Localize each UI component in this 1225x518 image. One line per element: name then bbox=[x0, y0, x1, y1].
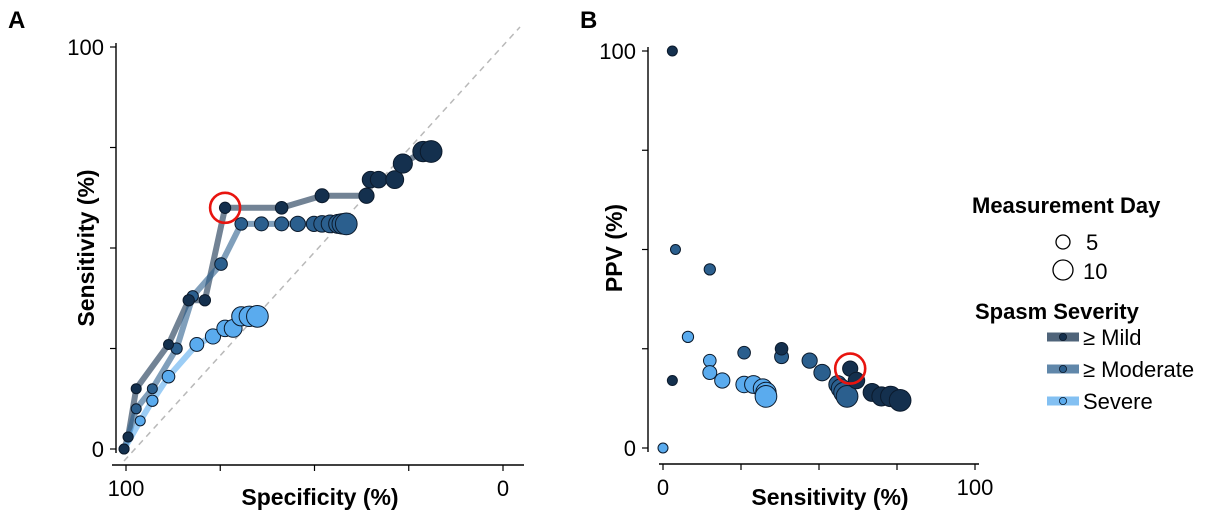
panel-a-point-severe bbox=[161, 369, 176, 384]
panel-b-point-at-least-mild bbox=[847, 371, 866, 390]
legend-color-dot-at-least-moderate bbox=[1059, 364, 1068, 373]
legend-size-title: Measurement Day bbox=[972, 193, 1161, 218]
panel-a-point-at-least-moderate bbox=[214, 257, 228, 271]
panel-b-x-axis-title: Sensitivity (%) bbox=[751, 484, 908, 510]
panel-a-point-at-least-mild bbox=[392, 153, 413, 174]
panel-a-x-tick-label: 0 bbox=[497, 476, 509, 501]
panel-a-point-at-least-moderate bbox=[274, 216, 290, 232]
panel-a-point-at-least-mild bbox=[358, 187, 375, 204]
panel-b-point-at-least-moderate bbox=[703, 263, 716, 276]
legend-color-title: Spasm Severity bbox=[975, 299, 1140, 324]
panel-b-point-severe bbox=[703, 353, 717, 368]
panel-a-point-at-least-mild bbox=[198, 294, 212, 307]
panel-b-highlight-circle bbox=[833, 352, 867, 385]
panel-a-point-at-least-mild bbox=[314, 188, 330, 204]
panel-a-point-at-least-mild bbox=[118, 443, 130, 455]
panel-a-point-at-least-mild bbox=[274, 201, 289, 215]
panel-b-point-severe bbox=[681, 330, 695, 343]
panel-a-point-at-least-moderate bbox=[130, 403, 142, 415]
panel-a-reference-diagonal bbox=[123, 26, 521, 462]
panel-b-point-at-least-mild bbox=[666, 375, 678, 387]
panel-b-point-severe bbox=[702, 365, 718, 381]
panel-b-point-at-least-mild bbox=[888, 389, 912, 412]
panel-a-y-axis-title: Sensitivity (%) bbox=[73, 169, 99, 326]
panel-a-point-at-least-mild bbox=[218, 201, 232, 214]
panel-b-y-axis-title: PPV (%) bbox=[601, 204, 627, 292]
panel-a-highlight-circle bbox=[208, 191, 242, 225]
panel-a-x-axis-title: Specificity (%) bbox=[241, 484, 398, 510]
panel-a-point-at-least-moderate bbox=[146, 383, 158, 395]
panel-label-b: B bbox=[580, 7, 597, 34]
panel-label-a: A bbox=[8, 7, 25, 34]
panel-a-series-line-at-least-mild bbox=[121, 148, 435, 452]
panel-b-point-severe bbox=[714, 372, 731, 389]
panel-b-point-at-least-moderate bbox=[813, 363, 831, 382]
panel-a-point-at-least-mild bbox=[419, 140, 443, 163]
panel-b-point-at-least-moderate bbox=[801, 352, 818, 369]
panel-a-x-tick-label: 100 bbox=[108, 476, 145, 501]
panel-b-point-at-least-moderate bbox=[669, 244, 681, 255]
legend-size-marker-5 bbox=[1055, 234, 1071, 250]
panel-a-y-tick-label: 100 bbox=[67, 35, 104, 60]
legend-color-items: ≥ Mild ≥ Moderate Severe bbox=[1047, 325, 1194, 414]
legend-color-dot-severe bbox=[1059, 396, 1068, 405]
panel-a-point-at-least-mild bbox=[385, 170, 405, 190]
panel-a-point-severe bbox=[146, 394, 159, 407]
panel-a-point-severe bbox=[246, 304, 269, 328]
panel-a-point-at-least-moderate bbox=[289, 215, 306, 232]
panel-b-point-severe bbox=[754, 385, 778, 408]
panel-b-point-at-least-mild bbox=[666, 45, 678, 57]
panel-a-point-at-least-mild bbox=[369, 170, 388, 189]
panel-b-x-tick-label: 100 bbox=[957, 475, 994, 500]
panel-b-point-severe bbox=[657, 442, 669, 454]
panel-b-x-tick-label: 0 bbox=[657, 475, 669, 500]
legend-color-label-severe: Severe bbox=[1083, 389, 1153, 414]
panel-b-point-at-least-mild bbox=[774, 341, 789, 356]
panel-b-point-at-least-moderate bbox=[835, 385, 859, 408]
legend-color-dot-at-least-mild bbox=[1059, 332, 1068, 341]
panel-b-point-at-least-moderate bbox=[737, 345, 751, 360]
legend-color-label-at-least-mild: ≥ Mild bbox=[1083, 325, 1142, 350]
panel-a-point-at-least-moderate bbox=[253, 216, 269, 232]
panel-a-point-severe bbox=[189, 337, 205, 352]
legend-size-label-5: 5 bbox=[1086, 230, 1098, 255]
panel-a-point-at-least-mild bbox=[130, 383, 142, 395]
panel-a-y-tick-label: 0 bbox=[92, 437, 104, 462]
panel-a-point-at-least-mild bbox=[182, 294, 195, 307]
panel-a-point-at-least-mild bbox=[122, 431, 134, 443]
legend-color-label-at-least-moderate: ≥ Moderate bbox=[1083, 357, 1194, 382]
panel-a-point-severe bbox=[204, 328, 222, 345]
legend-size-marker-10 bbox=[1052, 259, 1074, 281]
panel-a-point-at-least-mild bbox=[163, 338, 175, 350]
legend-size-label-10: 10 bbox=[1083, 259, 1107, 284]
panel-b-y-tick-label: 0 bbox=[624, 436, 636, 461]
legend: Measurement Day 5 10 Spasm Severity ≥ Mi… bbox=[972, 193, 1194, 414]
panel-a-point-at-least-moderate bbox=[334, 212, 358, 236]
ppv-chart: 100 00 100 Sensitivity (%) PPV (%) bbox=[599, 39, 993, 510]
panel-a-point-at-least-moderate bbox=[234, 217, 249, 231]
panel-a-point-severe bbox=[134, 415, 146, 427]
panel-b-y-tick-label: 100 bbox=[599, 39, 636, 64]
